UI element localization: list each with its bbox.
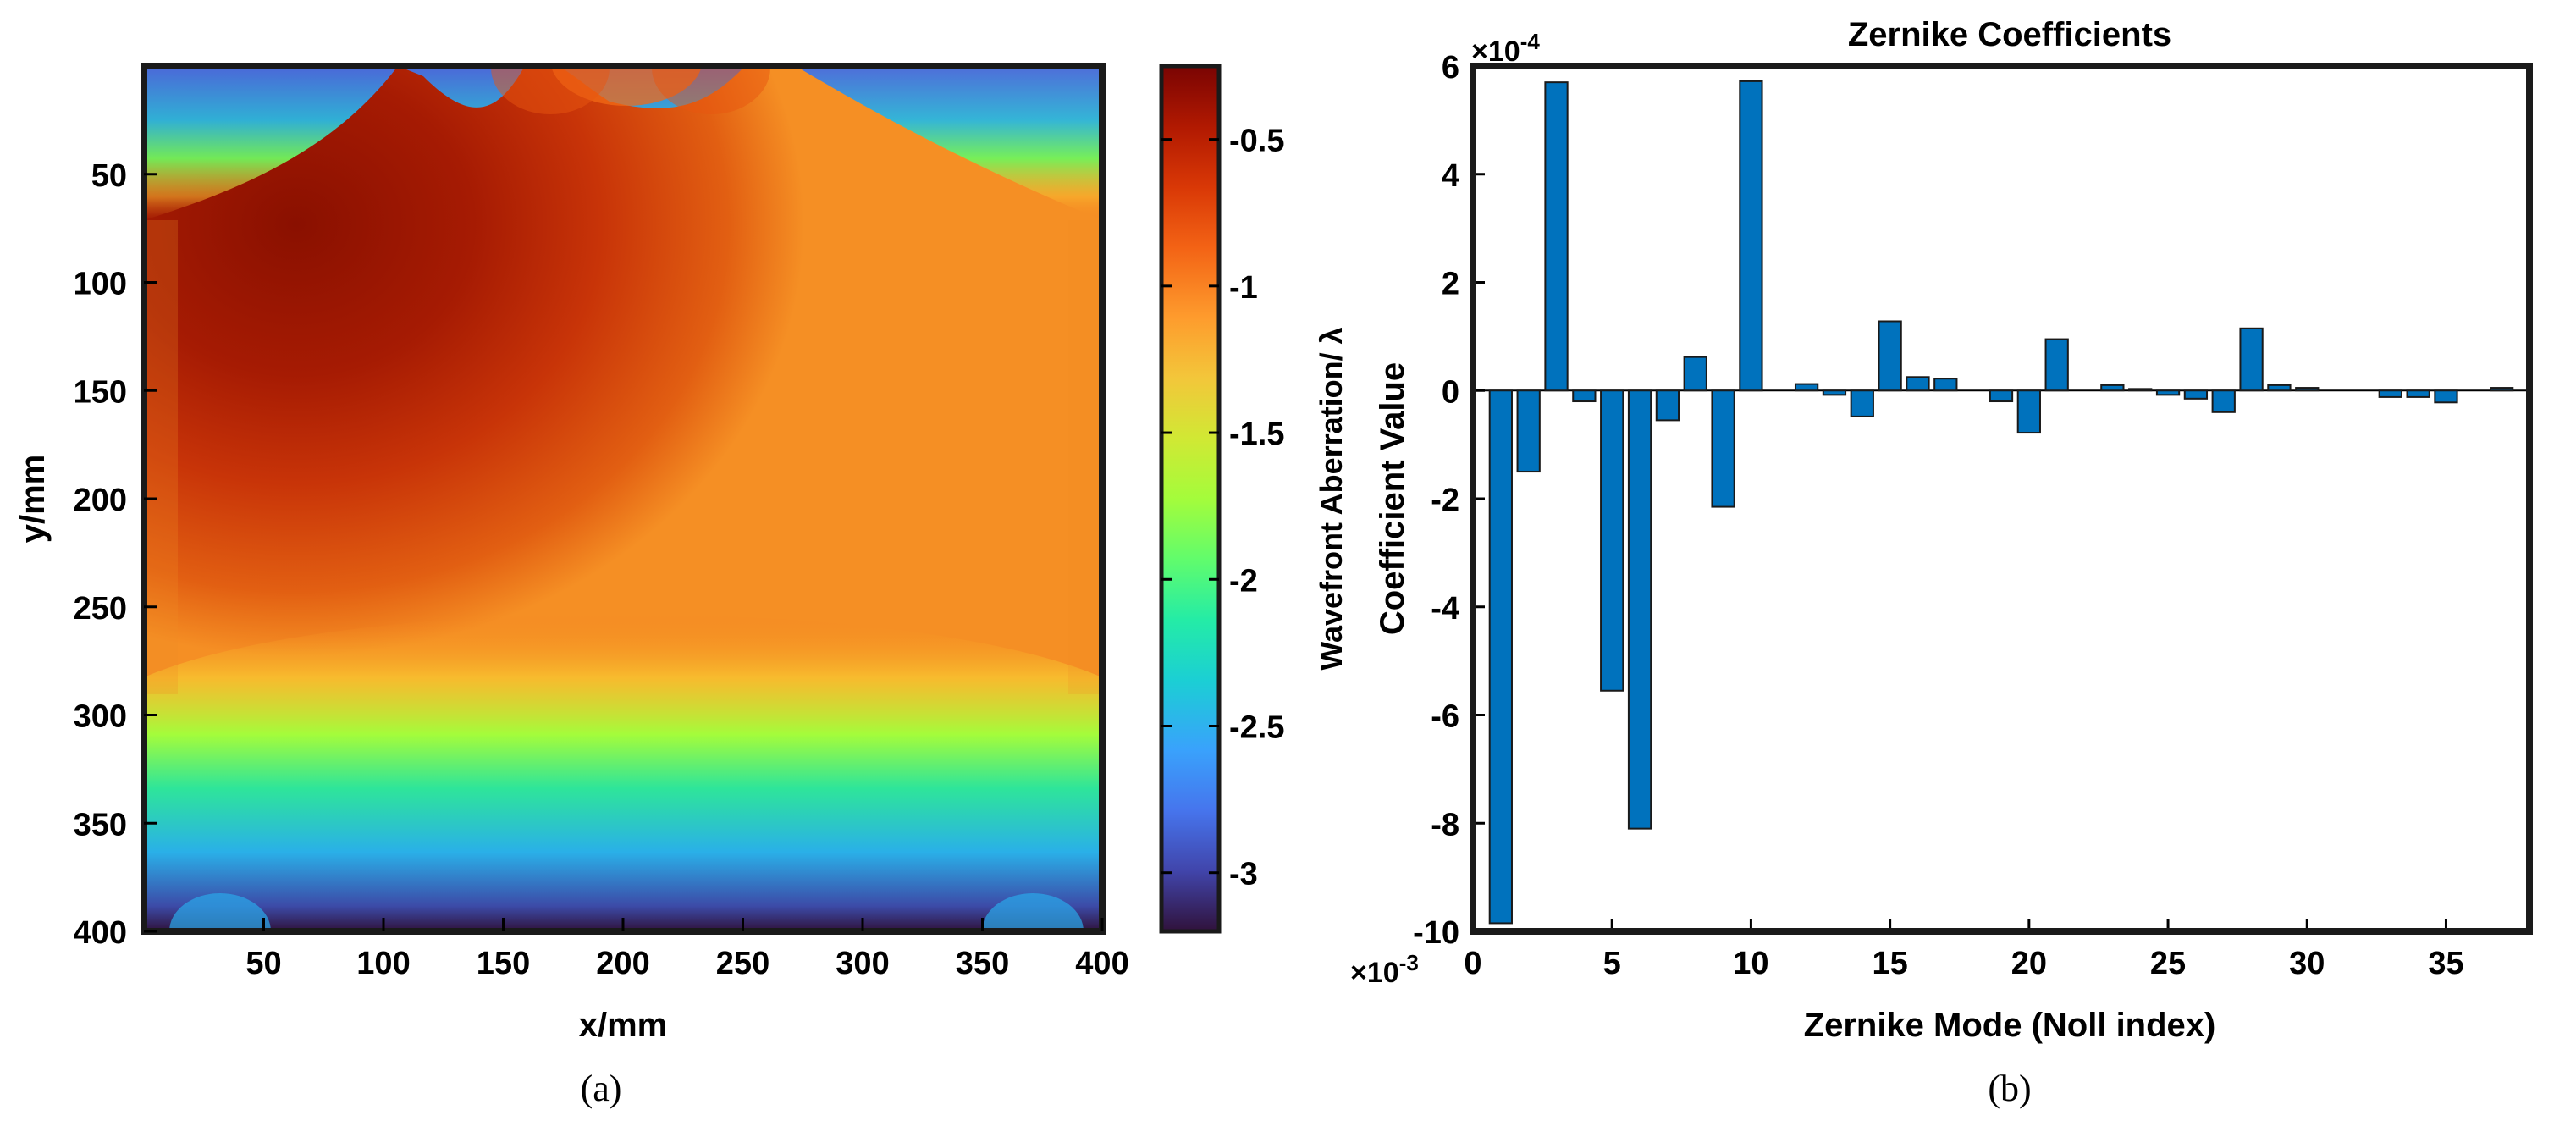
heatmap-image (144, 66, 1102, 931)
bar-mode-23 (2100, 384, 2125, 392)
bar-mode-17 (1933, 378, 1958, 392)
bar-x-tick-label: 20 (2011, 946, 2047, 981)
bar-y-tick-label: -10 (1413, 915, 1459, 951)
bar-mode-10 (1739, 80, 1763, 392)
bar-mode-4 (1572, 389, 1597, 403)
bar-exponent: ×10-4 (1471, 29, 1540, 68)
colorbar-tick-label: -1 (1229, 270, 1258, 306)
bar-y-tick-label: -2 (1431, 483, 1459, 518)
heatmap-y-tick-label: 150 (74, 374, 127, 410)
bar-mode-34 (2406, 389, 2430, 398)
bar-mode-12 (1794, 383, 1819, 392)
bar-mode-28 (2239, 327, 2264, 392)
bar-mode-13 (1822, 389, 1847, 396)
bar-x-tick-label: 5 (1603, 946, 1621, 981)
bar-mode-14 (1850, 389, 1874, 417)
bar-y-tick-label: 0 (1442, 374, 1459, 410)
panel-a-caption: (a) (581, 1068, 622, 1109)
panel-b-caption: (b) (1988, 1068, 2031, 1109)
bar-x-tick-label: 25 (2150, 946, 2186, 981)
bar-y-tick-label: 2 (1442, 267, 1459, 302)
bar-mode-16 (1906, 376, 1930, 392)
bar-mode-3 (1544, 81, 1569, 392)
bar-y-tick-label: -6 (1431, 699, 1459, 735)
heatmap-panel: 50 100 150 200 250 300 350 400 50 100 150 200 250 30… (14, 63, 1129, 1109)
heatmap-x-tick-label: 350 (956, 946, 1009, 981)
bar-y-tick-label: -8 (1431, 807, 1459, 842)
colorbar: -3 -2.5 -2 -1.5 -1 -0.5 ×10-3 Wavefront Aberr… (1159, 64, 1419, 989)
bar-x-tick-label: 30 (2289, 946, 2325, 981)
bar-mode-8 (1683, 356, 1707, 392)
bar-mode-30 (2295, 387, 2320, 392)
heatmap-x-tick-label: 100 (356, 946, 410, 981)
heatmap-x-tick-label: 200 (596, 946, 649, 981)
heatmap-x-tick-label: 150 (477, 946, 530, 981)
heatmap-y-label: y/mm (14, 455, 52, 544)
heatmap-x-tick-label: 300 (836, 946, 889, 981)
bar-mode-6 (1627, 389, 1652, 830)
heatmap-x-tick-label: 400 (1075, 946, 1128, 981)
bar-mode-29 (2267, 384, 2292, 392)
bar-mode-27 (2211, 389, 2236, 413)
bar-x-tick-label: 10 (1733, 946, 1768, 981)
bar-mode-21 (2044, 338, 2069, 392)
colorbar-exponent: ×10-3 (1350, 950, 1419, 989)
bar-x-tick-label: 35 (2428, 946, 2463, 981)
heatmap-y-tick-label: 250 (74, 591, 127, 627)
bar-y-label: Coefficient Value (1374, 362, 1411, 635)
bar-mode-20 (2016, 389, 2041, 434)
heatmap-y-tick-label: 50 (91, 158, 127, 194)
bar-mode-37 (2490, 387, 2514, 392)
colorbar-tick-label: -1.5 (1229, 417, 1284, 452)
colorbar-gradient (1161, 66, 1219, 931)
heatmap-y-tick-label: 350 (74, 807, 127, 842)
bar-mode-19 (1989, 389, 2014, 403)
colorbar-tick-label: -2 (1229, 563, 1258, 599)
bar-mode-26 (2183, 389, 2209, 400)
bar-x-tick-label: 15 (1872, 946, 1907, 981)
colorbar-ticks: -3 -2.5 -2 -1.5 -1 -0.5 (1161, 124, 1284, 892)
bar-mode-2 (1516, 389, 1541, 473)
bar-mode-1 (1488, 389, 1513, 925)
bar-mode-24 (2128, 388, 2153, 392)
bar-mode-15 (1878, 320, 1902, 392)
colorbar-tick-label: -3 (1229, 857, 1258, 892)
bar-y-tick-label: 4 (1442, 158, 1459, 194)
bar-mode-35 (2434, 389, 2458, 404)
colorbar-label: Wavefront Aberration/ λ (1314, 327, 1349, 670)
heatmap-x-label: x/mm (579, 1007, 668, 1044)
colorbar-frame (1159, 64, 1222, 934)
bar-series (1488, 80, 2514, 925)
heatmap-y-ticks: 50 100 150 200 250 300 350 400 (74, 158, 157, 951)
bar-chart-title: Zernike Coefficients (1848, 16, 2171, 53)
bar-mode-9 (1711, 389, 1735, 508)
bar-mode-33 (2378, 389, 2402, 398)
bar-x-label: Zernike Mode (Noll index) (1804, 1007, 2216, 1044)
heatmap-y-tick-label: 400 (74, 915, 127, 951)
colorbar-tick-label: -2.5 (1229, 710, 1284, 745)
bar-mode-5 (1600, 389, 1624, 692)
bar-frame (1470, 63, 2533, 935)
heatmap-y-tick-label: 200 (74, 483, 127, 518)
heatmap-y-tick-label: 100 (74, 267, 127, 302)
bar-x-tick-label: 0 (1464, 946, 1481, 981)
bar-mode-7 (1655, 389, 1680, 422)
bar-x-ticks: 0 5 10 15 20 25 30 35 (1464, 919, 2464, 981)
colorbar-tick-label: -0.5 (1229, 124, 1284, 159)
heatmap-x-tick-label: 250 (716, 946, 769, 981)
heatmap-x-ticks: 50 100 150 200 250 300 350 400 (245, 918, 1129, 981)
heatmap-y-tick-label: 300 (74, 699, 127, 735)
heatmap-x-tick-label: 50 (245, 946, 281, 981)
bar-y-tick-label: 6 (1442, 50, 1459, 86)
bar-mode-25 (2155, 389, 2181, 396)
bar-y-tick-label: -4 (1431, 591, 1459, 627)
bar-panel: Zernike Coefficients ×10-4 Coefficient V… (1374, 16, 2533, 1109)
